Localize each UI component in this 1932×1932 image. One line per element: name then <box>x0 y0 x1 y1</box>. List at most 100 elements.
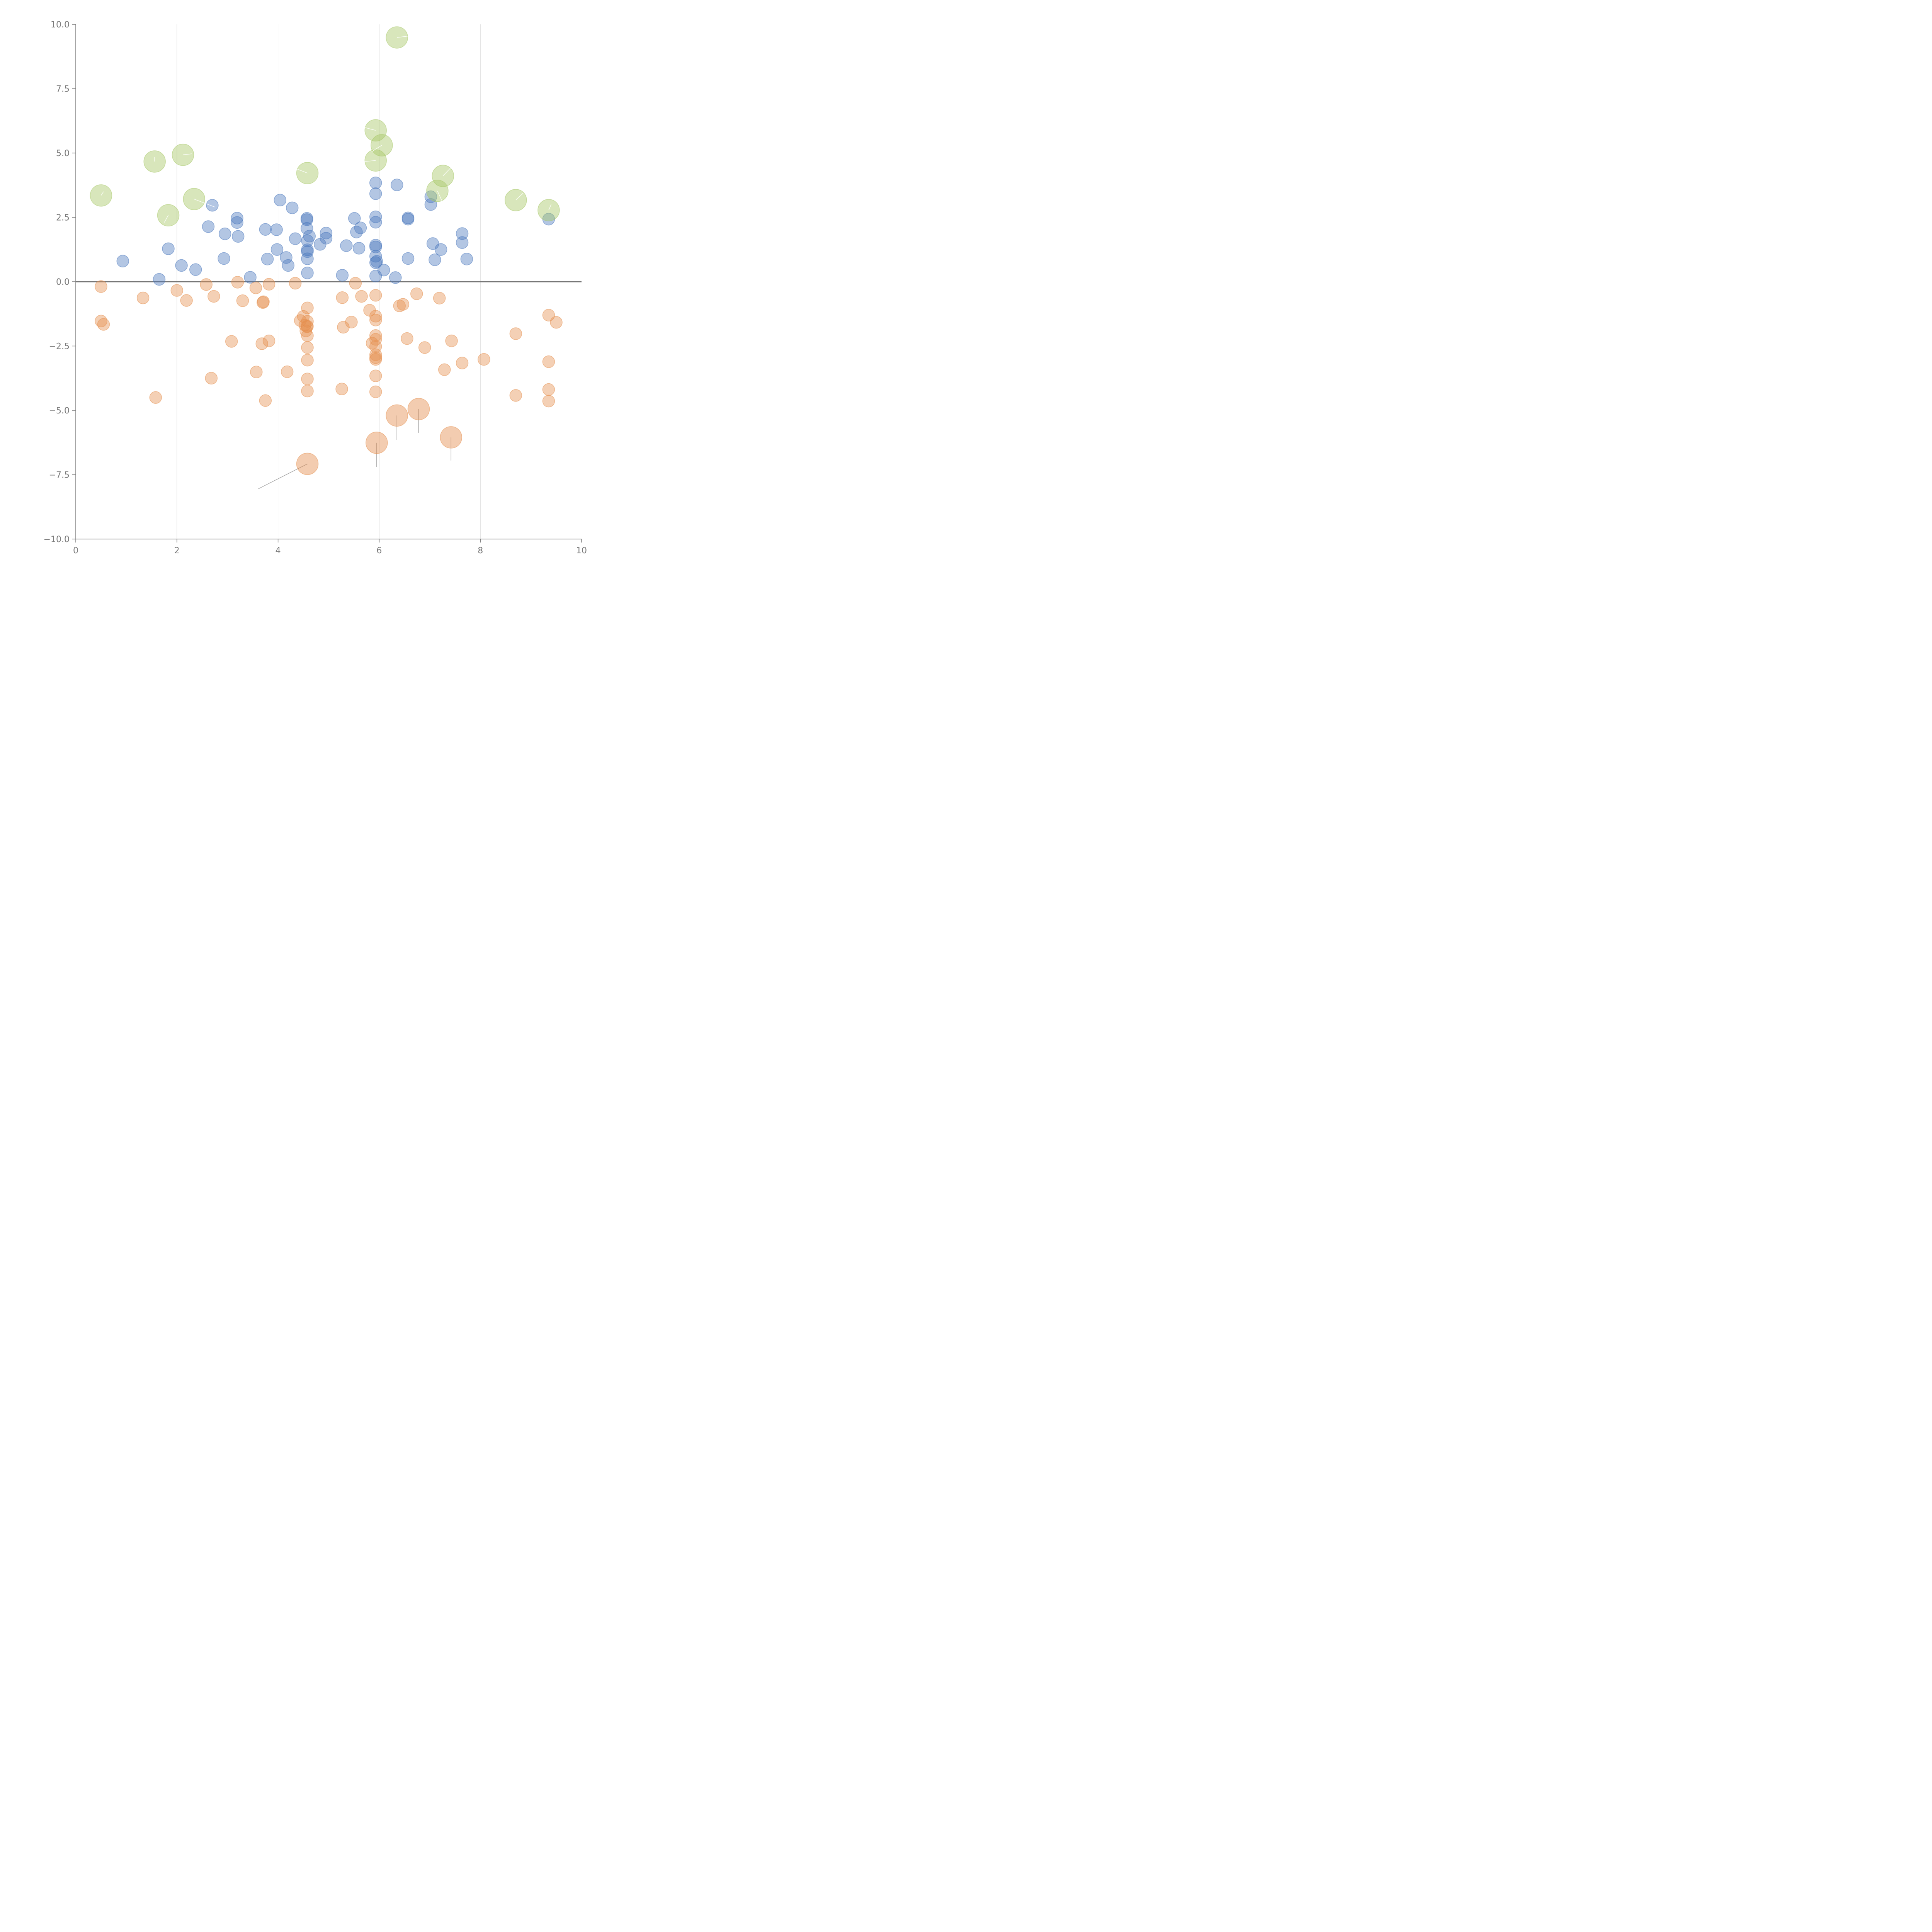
y-tick-label: 10.0 <box>51 20 70 30</box>
scatter-point <box>202 220 215 233</box>
scatter-point <box>301 384 314 398</box>
scatter-point <box>261 253 274 265</box>
scatter-point <box>445 334 458 347</box>
scatter-point <box>289 277 302 290</box>
scatter-point <box>301 267 314 279</box>
scatter-point <box>393 299 406 312</box>
scatter-point <box>301 320 314 333</box>
x-tick-label: 6 <box>376 546 382 556</box>
scatter-point <box>509 327 522 340</box>
scatter-point <box>434 243 447 256</box>
scatter-point <box>218 252 230 265</box>
scatter-point <box>424 198 437 211</box>
scatter-point <box>369 313 382 327</box>
scatter-point <box>509 389 522 402</box>
scatter-point <box>270 243 284 256</box>
leader-layer <box>258 409 452 489</box>
scatter-point <box>320 232 333 245</box>
scatter-point <box>370 255 383 268</box>
scatter-point <box>300 213 313 226</box>
scatter-point <box>401 252 415 265</box>
scatter-point <box>153 273 166 286</box>
scatter-point <box>369 216 382 229</box>
scatter-point <box>270 223 283 236</box>
scatter-point <box>336 269 349 282</box>
scatter-point <box>225 335 238 348</box>
scatter-point <box>200 278 213 291</box>
scatter-point <box>369 385 382 398</box>
scatter-point <box>299 324 312 337</box>
scatter-point <box>386 404 408 427</box>
scatter-point <box>301 245 314 258</box>
scatter-point <box>262 278 276 291</box>
scatter-point <box>369 240 382 253</box>
leader-line <box>548 204 552 211</box>
scatter-point <box>206 199 219 212</box>
scatter-point <box>289 232 302 245</box>
y-tick-label: 2.5 <box>56 213 70 223</box>
leader-line <box>371 145 382 152</box>
y-tick-label: −5.0 <box>49 406 70 416</box>
scatter-point <box>280 251 293 264</box>
leader-line <box>258 463 308 489</box>
scatter-point <box>456 357 469 369</box>
y-tick-label: −7.5 <box>49 471 70 480</box>
scatter-point <box>250 366 263 379</box>
scatter-point <box>352 242 366 255</box>
scatter-point <box>456 236 469 249</box>
leader-line <box>285 164 308 173</box>
scatter-point <box>180 294 193 307</box>
scatter-point <box>401 332 413 345</box>
scatter-point <box>175 259 188 272</box>
scatter-point <box>369 289 382 302</box>
scatter-point <box>218 227 231 240</box>
scatter-point <box>550 316 563 329</box>
scatter-point <box>257 296 269 309</box>
scatter-point <box>301 315 314 328</box>
scatter-point <box>162 242 175 255</box>
x-tick-label: 8 <box>478 546 483 556</box>
leader-line <box>515 192 524 201</box>
scatter-point <box>207 290 220 303</box>
scatter-point <box>433 292 446 304</box>
x-tick-label: 0 <box>73 546 78 556</box>
scatter-point <box>231 276 244 289</box>
point-layer <box>90 26 563 475</box>
scatter-point <box>205 372 218 384</box>
y-tick-label: 0.0 <box>56 277 70 287</box>
scatter-point <box>301 341 314 354</box>
scatter-point <box>281 365 294 378</box>
scatter-point <box>369 348 382 361</box>
scatter-point <box>369 187 382 200</box>
scatter-point <box>303 230 316 243</box>
scatter-point <box>336 291 349 304</box>
scatter-point <box>366 432 388 454</box>
scatter-point <box>369 250 382 263</box>
scatter-point <box>97 318 110 331</box>
scatter-point <box>369 369 382 383</box>
y-tick-label: 7.5 <box>56 85 70 94</box>
scatter-point <box>335 383 348 395</box>
scatter-point <box>249 281 262 294</box>
scatter-point <box>369 329 382 342</box>
leader-line <box>164 215 169 223</box>
scatter-point <box>369 333 382 346</box>
scatter-point <box>301 329 314 342</box>
scatter-point <box>407 398 430 420</box>
scatter-point <box>542 383 555 396</box>
scatter-point <box>262 334 276 347</box>
x-tick-label: 2 <box>174 546 180 556</box>
scatter-point <box>401 213 415 226</box>
leader-line <box>183 153 192 155</box>
scatter-point <box>424 190 437 203</box>
scatter-point <box>478 353 490 366</box>
scatter-point <box>282 259 295 272</box>
leader-line <box>359 160 376 163</box>
leader-line <box>194 199 215 207</box>
scatter-point <box>340 239 353 252</box>
scatter-point <box>301 372 314 385</box>
scatter-point <box>296 452 319 475</box>
scatter-point <box>410 287 423 300</box>
scatter-point <box>396 298 410 311</box>
y-tick-label: −10.0 <box>44 535 70 544</box>
